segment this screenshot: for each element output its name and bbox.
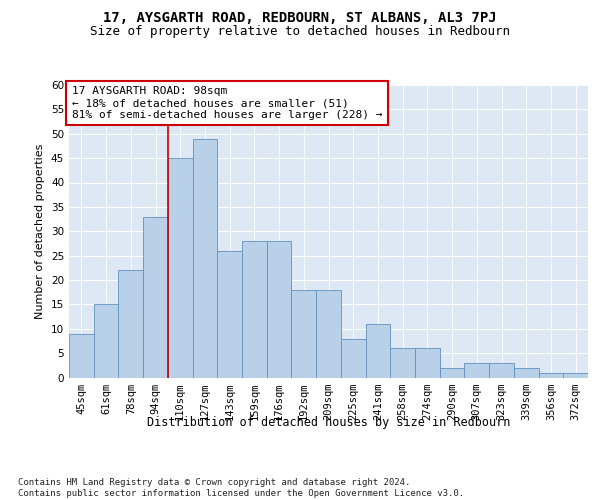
Text: Distribution of detached houses by size in Redbourn: Distribution of detached houses by size … — [147, 416, 511, 429]
Bar — [94, 304, 118, 378]
Text: 17, AYSGARTH ROAD, REDBOURN, ST ALBANS, AL3 7PJ: 17, AYSGARTH ROAD, REDBOURN, ST ALBANS, … — [103, 10, 497, 24]
Bar — [415, 348, 440, 378]
Bar — [539, 372, 563, 378]
Bar — [118, 270, 143, 378]
Bar — [168, 158, 193, 378]
Bar — [365, 324, 390, 378]
Bar — [440, 368, 464, 378]
Bar — [242, 241, 267, 378]
Bar — [341, 338, 365, 378]
Bar — [464, 363, 489, 378]
Text: Contains HM Land Registry data © Crown copyright and database right 2024.
Contai: Contains HM Land Registry data © Crown c… — [18, 478, 464, 498]
Bar — [514, 368, 539, 378]
Bar — [489, 363, 514, 378]
Bar — [390, 348, 415, 378]
Bar — [69, 334, 94, 378]
Bar — [563, 372, 588, 378]
Text: Size of property relative to detached houses in Redbourn: Size of property relative to detached ho… — [90, 24, 510, 38]
Bar — [316, 290, 341, 378]
Bar — [193, 138, 217, 378]
Bar — [217, 251, 242, 378]
Bar — [267, 241, 292, 378]
Bar — [143, 216, 168, 378]
Bar — [292, 290, 316, 378]
Text: 17 AYSGARTH ROAD: 98sqm
← 18% of detached houses are smaller (51)
81% of semi-de: 17 AYSGARTH ROAD: 98sqm ← 18% of detache… — [71, 86, 382, 120]
Y-axis label: Number of detached properties: Number of detached properties — [35, 144, 46, 319]
